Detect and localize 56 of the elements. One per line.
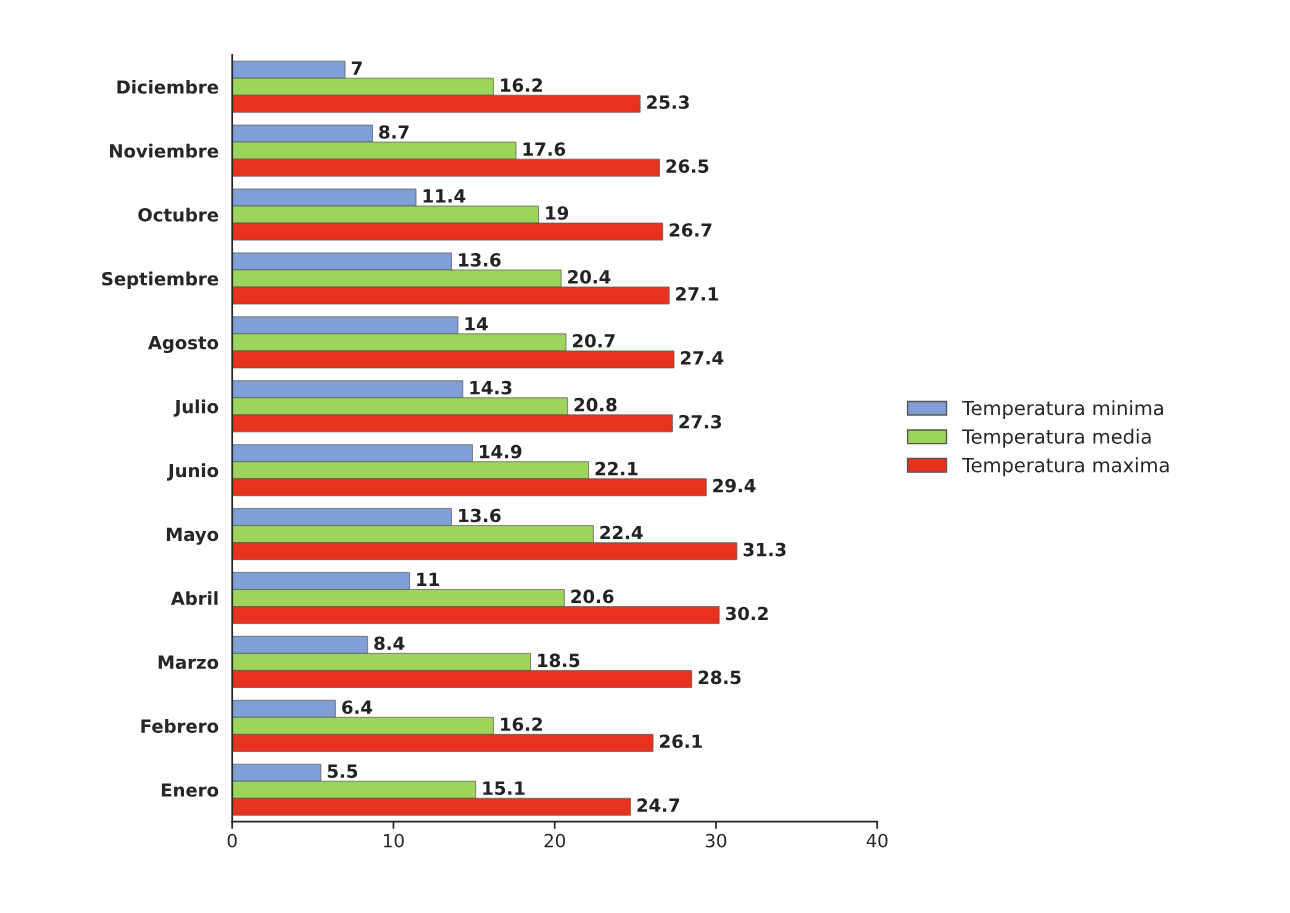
data-label: 13.6 — [459, 253, 501, 267]
data-label: 5.5 — [327, 764, 358, 778]
data-label: 25.3 — [647, 95, 689, 110]
y-tick-label: Noviembre — [110, 143, 219, 158]
x-tick-label: 10 — [383, 833, 404, 848]
data-label: 16.2 — [501, 717, 542, 732]
y-tick-label: Agosto — [148, 336, 219, 354]
data-label: 20.4 — [568, 270, 611, 284]
data-label: 11 — [417, 572, 440, 586]
data-label: 15.1 — [483, 781, 525, 795]
legend-label: Temperatura media — [961, 428, 1151, 448]
data-label: 22.4 — [600, 525, 643, 540]
y-tick-label: Diciembre — [117, 79, 219, 94]
x-tick-label: 0 — [227, 833, 237, 848]
data-label: 20.7 — [572, 333, 615, 348]
data-label: 20.8 — [574, 397, 617, 412]
data-label: 17.6 — [523, 142, 566, 156]
data-label: 19 — [546, 206, 569, 220]
legend-label: Temperatura maxima — [961, 457, 1169, 477]
data-label: 27.1 — [676, 287, 719, 301]
data-label: 31.3 — [743, 542, 786, 557]
y-tick-label: Febrero — [141, 718, 219, 733]
data-label: 18.5 — [538, 653, 580, 668]
y-tick-label: Enero — [161, 783, 219, 797]
data-label: 26.1 — [660, 734, 702, 749]
data-label: 14 — [465, 317, 488, 331]
data-label: 13.6 — [459, 508, 501, 523]
data-label: 22.1 — [595, 461, 638, 476]
data-label: 11.4 — [423, 189, 466, 203]
data-label: 27.4 — [681, 351, 724, 365]
data-label: 6.4 — [342, 700, 373, 715]
data-label: 27.3 — [679, 414, 722, 429]
data-label: 8.4 — [374, 636, 405, 651]
y-tick-label: Junio — [166, 463, 219, 481]
data-label: 26.5 — [666, 159, 709, 173]
x-tick-label: 20 — [544, 833, 565, 848]
y-tick-label: Marzo — [158, 655, 219, 670]
data-label: 16.2 — [501, 78, 542, 92]
data-label: 14.3 — [470, 380, 512, 395]
x-tick-label: 40 — [866, 833, 888, 848]
y-tick-label: Septiembre — [102, 271, 219, 290]
y-tick-label: Julio — [173, 399, 219, 417]
data-label: 7 — [351, 61, 362, 75]
y-tick-label: Octubre — [138, 207, 219, 222]
data-label: 20.6 — [571, 589, 614, 604]
data-label: 24.7 — [637, 798, 680, 812]
y-tick-label: Mayo — [166, 527, 219, 545]
data-label: 28.5 — [698, 670, 741, 685]
data-label: 8.7 — [379, 125, 409, 139]
data-label: 30.2 — [725, 606, 768, 621]
data-label: 26.7 — [669, 223, 712, 237]
data-label: 14.9 — [480, 444, 522, 459]
data-label: 29.4 — [713, 478, 756, 493]
legend-label: Temperatura minima — [961, 400, 1163, 420]
y-tick-label: Abril — [170, 591, 218, 606]
x-tick-label: 30 — [705, 833, 727, 848]
